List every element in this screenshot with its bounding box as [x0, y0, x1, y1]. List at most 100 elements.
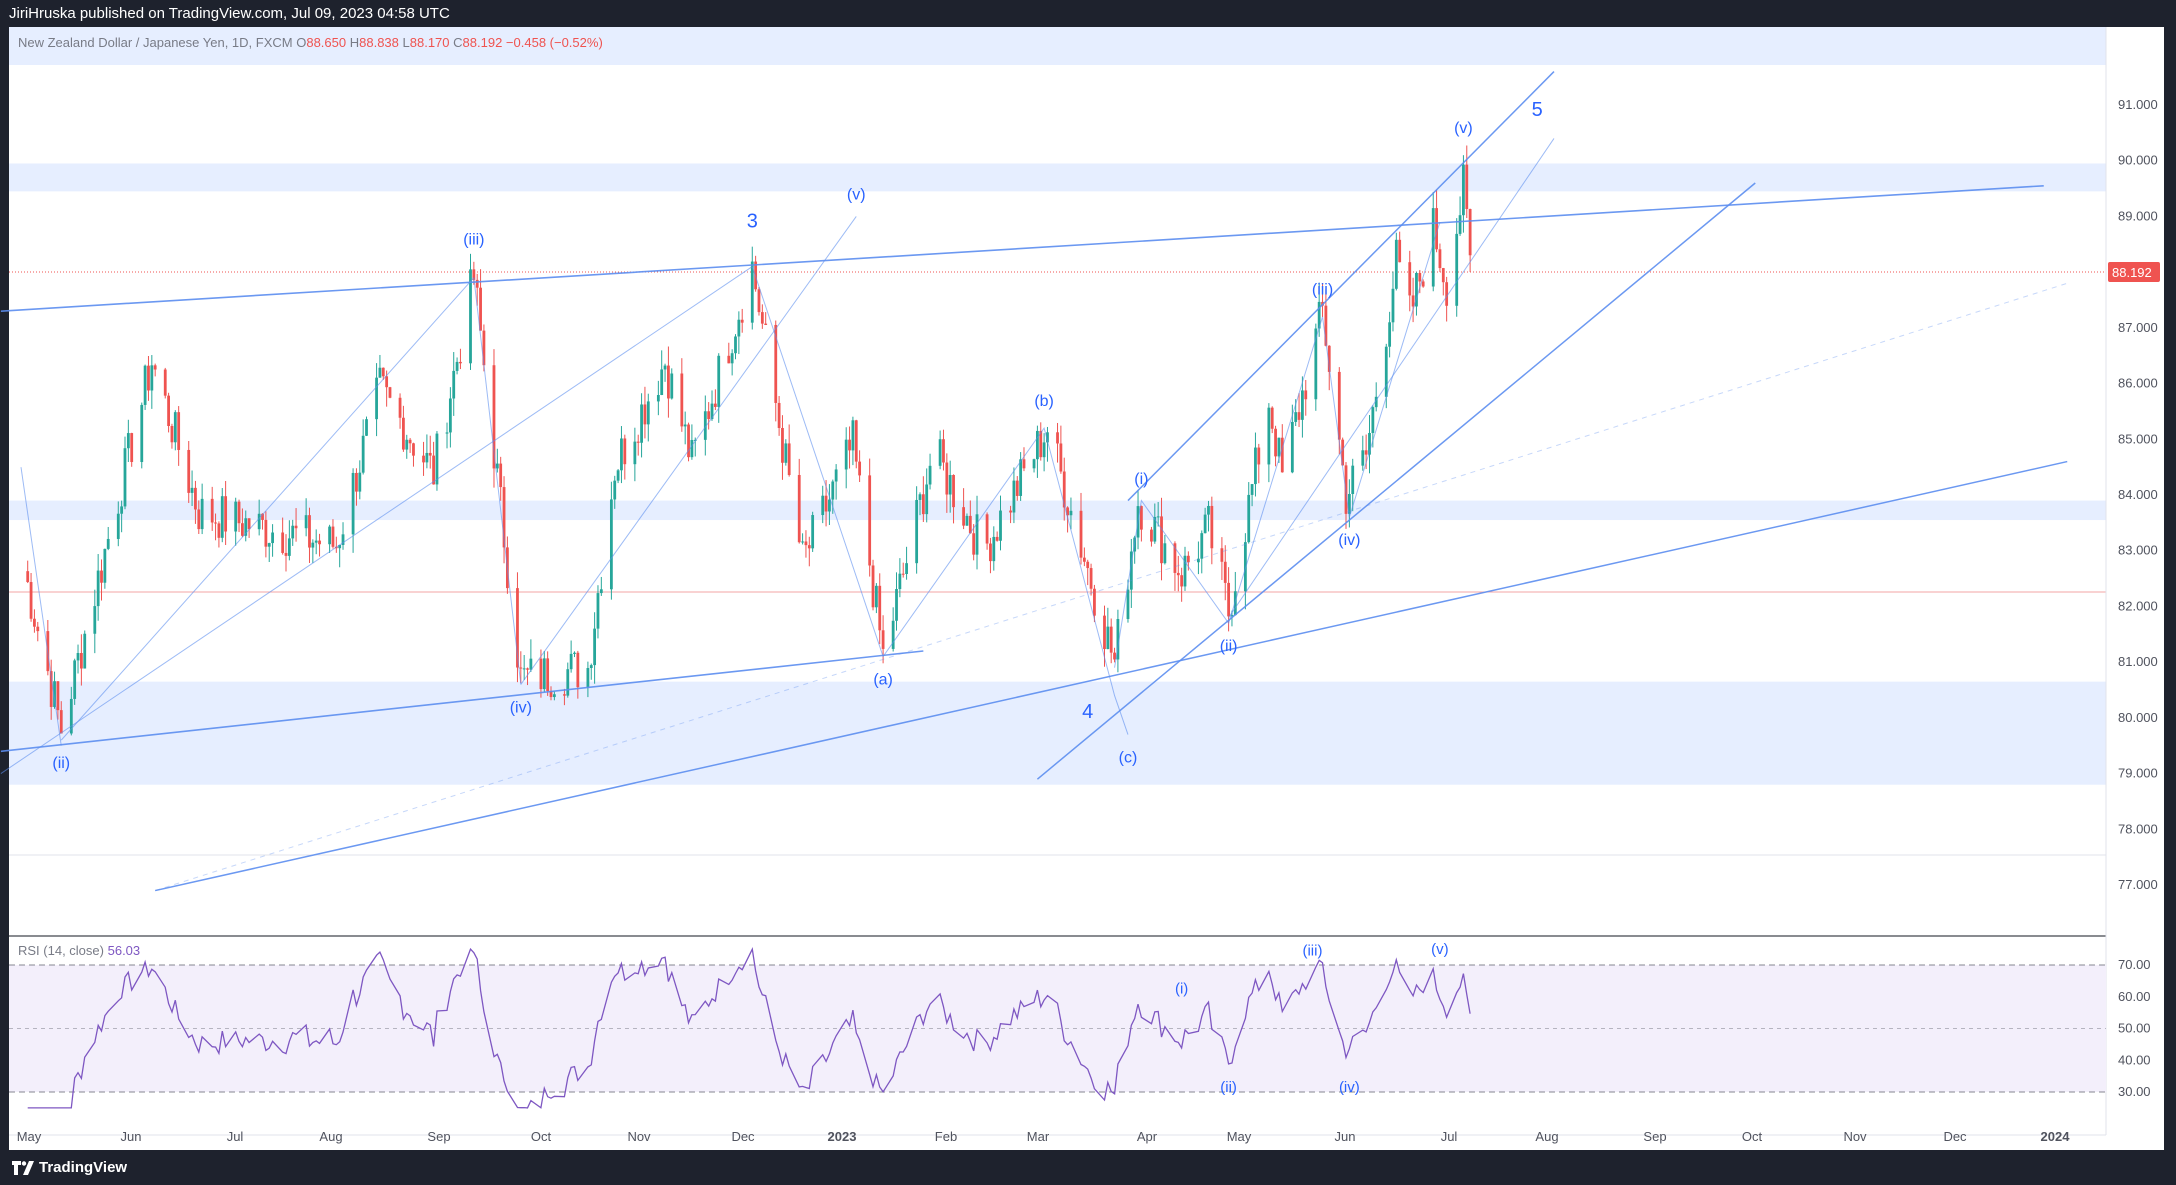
trend-line [1127, 71, 1555, 502]
candle-body [224, 496, 228, 532]
candle-body [1046, 432, 1049, 443]
candle-body [640, 404, 643, 443]
last-price-badge [2108, 262, 2160, 282]
candle-body [1079, 510, 1083, 558]
rsi-wave-label: (ii) [1220, 1079, 1237, 1096]
time-tick-label: Oct [531, 1129, 552, 1144]
candle-body [452, 370, 456, 399]
candle-body [1455, 233, 1459, 306]
candle-body [1220, 548, 1224, 562]
candle-body [928, 465, 932, 485]
candle-body [170, 426, 174, 443]
candle-body [526, 668, 529, 670]
time-tick-label: Sep [1643, 1129, 1666, 1144]
time-tick-label: Feb [935, 1129, 957, 1144]
candle-body [1297, 412, 1301, 420]
price-tick-label: 87.000 [2118, 320, 2158, 335]
candle-body [1277, 437, 1281, 457]
rsi-tick-label: 60.00 [2118, 989, 2151, 1004]
candle-body [318, 540, 321, 545]
candle-body [713, 403, 717, 407]
trend-line [1036, 182, 1756, 780]
candle-body [881, 630, 885, 649]
candle-body [703, 411, 707, 440]
candle-body [646, 401, 650, 425]
candle-body [264, 519, 268, 547]
candle-body [1267, 407, 1271, 465]
candle-body [999, 510, 1002, 541]
candle-body [734, 336, 737, 354]
candle-body [1036, 430, 1039, 460]
candle-body [495, 463, 499, 469]
candle-body [985, 514, 989, 544]
rsi-tick-label: 50.00 [2118, 1021, 2151, 1036]
candle-body [83, 633, 87, 669]
wave-label: (v) [1454, 120, 1473, 137]
candles [26, 145, 1472, 736]
candle-body [1415, 272, 1418, 307]
candle-body [599, 589, 603, 594]
candle-body [740, 319, 744, 323]
candle-body [1103, 615, 1106, 650]
candle-body [707, 411, 711, 420]
candle-body [281, 532, 285, 553]
candle-body [1290, 421, 1294, 473]
candle-body [150, 365, 154, 391]
wave-path [20, 467, 62, 746]
candle-body [59, 710, 63, 734]
change-value: −0.458 (−0.52%) [505, 35, 603, 50]
candle-body [683, 424, 687, 427]
wave-label: (b) [1034, 393, 1054, 410]
candle-body [257, 513, 261, 530]
candle-body [1223, 561, 1227, 583]
candle-body [680, 373, 684, 427]
candle-body [546, 658, 550, 692]
candle-body [1093, 588, 1096, 616]
candle-body [459, 361, 462, 364]
candle-body [163, 369, 167, 396]
wave-path [751, 266, 1129, 735]
candle-body [1257, 447, 1261, 465]
candle-body [294, 525, 298, 529]
rsi-wave-label: (iv) [1339, 1079, 1360, 1096]
time-tick-label: Oct [1742, 1129, 1763, 1144]
candle-body [234, 501, 238, 532]
candle-body [1468, 209, 1472, 256]
tradingview-logo[interactable]: TradingView [12, 1159, 127, 1176]
last-price-label: 88.192 [2112, 265, 2152, 280]
candle-body [130, 433, 134, 463]
candle-body [1368, 432, 1371, 455]
trend-line [520, 216, 857, 685]
footer-bar [0, 1150, 2176, 1185]
candle-body [140, 404, 144, 463]
time-tick-label: 2024 [2041, 1129, 2071, 1144]
high-value: 88.838 [359, 35, 399, 50]
trend-line [155, 460, 2068, 892]
candle-body [1243, 542, 1247, 592]
candle-body [445, 432, 449, 434]
candle-body [1183, 555, 1187, 587]
candle-body [36, 626, 40, 632]
candle-body [1113, 652, 1116, 660]
candle-body [341, 534, 345, 545]
candle-body [915, 499, 919, 564]
zone-band [9, 681, 2106, 785]
candle-body [663, 365, 667, 370]
candle-body [1086, 561, 1090, 569]
candle-body [217, 523, 221, 538]
price-tick-label: 86.000 [2118, 376, 2158, 391]
candle-body [190, 487, 194, 493]
chart-canvas[interactable]: 91.00090.00089.00088.00087.00086.00085.0… [0, 0, 2176, 1150]
candle-body [499, 463, 503, 488]
time-tick-label: Aug [319, 1129, 342, 1144]
candle-body [153, 365, 157, 370]
rsi-tick-label: 30.00 [2118, 1084, 2151, 1099]
wave-label: 3 [747, 211, 758, 233]
rsi-tick-label: 40.00 [2118, 1052, 2151, 1067]
candle-body [381, 367, 385, 377]
candle-body [375, 377, 378, 420]
candle-body [1186, 555, 1190, 563]
candle-body [848, 439, 851, 451]
candle-body [1411, 295, 1415, 307]
candle-body [717, 355, 721, 407]
